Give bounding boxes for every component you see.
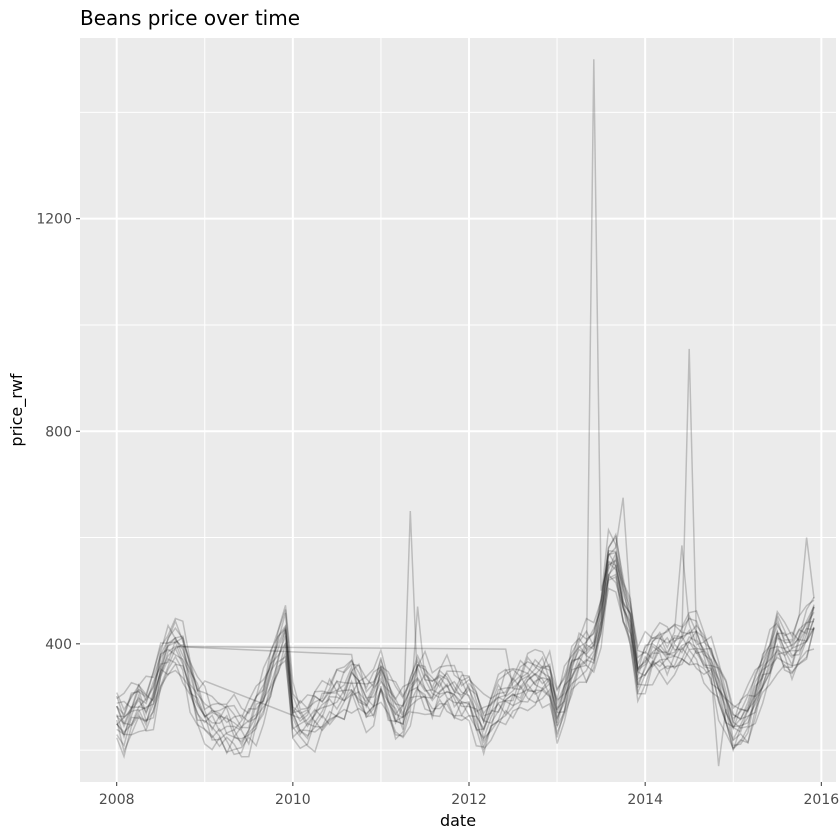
x-axis-title: date xyxy=(440,811,476,830)
series-line-11 xyxy=(116,551,815,728)
series-line-13 xyxy=(115,545,815,732)
series-line-1 xyxy=(116,575,815,758)
y-axis-title: price_rwf xyxy=(7,373,27,446)
x-tick-label: 2008 xyxy=(99,792,135,808)
x-tick-label: 2014 xyxy=(627,792,663,808)
series-line-5 xyxy=(116,573,815,737)
y-axis: 400 800 1200 xyxy=(36,212,80,653)
x-axis: 2008 2010 2012 2014 2016 xyxy=(99,782,839,808)
series-lines xyxy=(115,59,815,767)
series-line-16 xyxy=(116,587,815,759)
series-line-15 xyxy=(116,527,815,727)
y-tick-label: 1200 xyxy=(36,212,72,228)
x-tick-label: 2012 xyxy=(451,792,487,808)
y-tick-label: 400 xyxy=(45,637,72,653)
chart-title: Beans price over time xyxy=(80,6,301,30)
minor-gridlines xyxy=(80,38,836,782)
series-line-10 xyxy=(115,348,815,732)
plot-panel xyxy=(80,38,836,782)
series-line-6 xyxy=(116,555,815,746)
series-line-8 xyxy=(115,59,815,740)
series-line-9 xyxy=(116,549,815,742)
x-tick-label: 2010 xyxy=(275,792,311,808)
y-tick-label: 800 xyxy=(45,424,72,440)
series-line-17 xyxy=(116,532,815,715)
major-gridlines xyxy=(80,38,836,782)
series-line-7 xyxy=(116,559,815,743)
x-tick-label: 2016 xyxy=(804,792,840,808)
series-line-4 xyxy=(116,510,815,753)
series-line-3 xyxy=(116,564,815,767)
series-line-14 xyxy=(116,534,815,721)
series-line-12 xyxy=(116,497,815,729)
series-line-2 xyxy=(115,573,815,757)
